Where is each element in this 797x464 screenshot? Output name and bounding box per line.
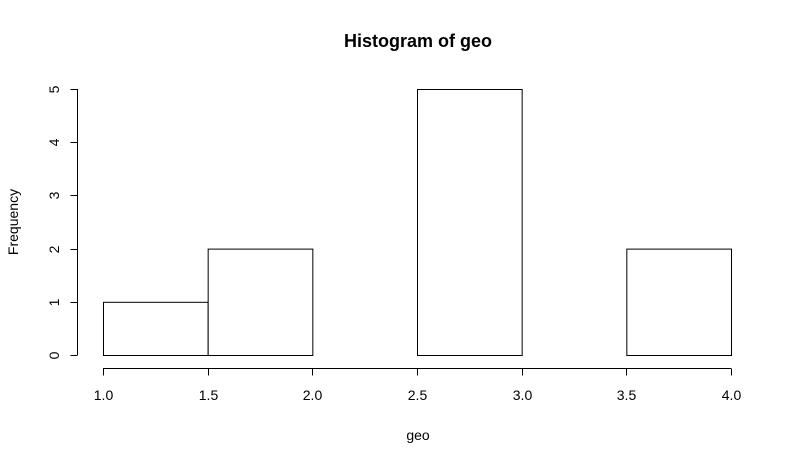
- y-tick-label: 0: [46, 351, 62, 359]
- y-tick-label: 3: [46, 191, 62, 199]
- x-tick-label: 3.5: [617, 387, 637, 403]
- histogram-bar-1: [207, 248, 314, 357]
- x-tick-label: 1.0: [94, 387, 114, 403]
- y-tick-label: 1: [46, 298, 62, 306]
- x-tick-label: 2.0: [303, 387, 323, 403]
- chart-title: Histogram of geo: [344, 31, 492, 51]
- x-tick-label: 1.5: [199, 387, 219, 403]
- histogram-bar-5: [626, 248, 732, 357]
- x-axis: 1.0 1.5 2.0 2.5 3.0 3.5 4.0: [94, 368, 742, 403]
- x-tick-label: 4.0: [722, 387, 742, 403]
- x-tick-label: 2.5: [408, 387, 428, 403]
- y-axis-label: Frequency: [5, 189, 21, 255]
- x-axis-label: geo: [406, 427, 430, 443]
- x-tick-label: 3.0: [513, 387, 533, 403]
- y-tick-label: 2: [46, 245, 62, 253]
- y-tick-label: 4: [46, 138, 62, 146]
- histogram-bar-0: [103, 301, 209, 356]
- y-axis: 0 1 2 3 4 5: [46, 85, 78, 359]
- bars-group: [103, 89, 732, 357]
- y-tick-label: 5: [46, 85, 62, 93]
- histogram-bar-3: [417, 89, 523, 356]
